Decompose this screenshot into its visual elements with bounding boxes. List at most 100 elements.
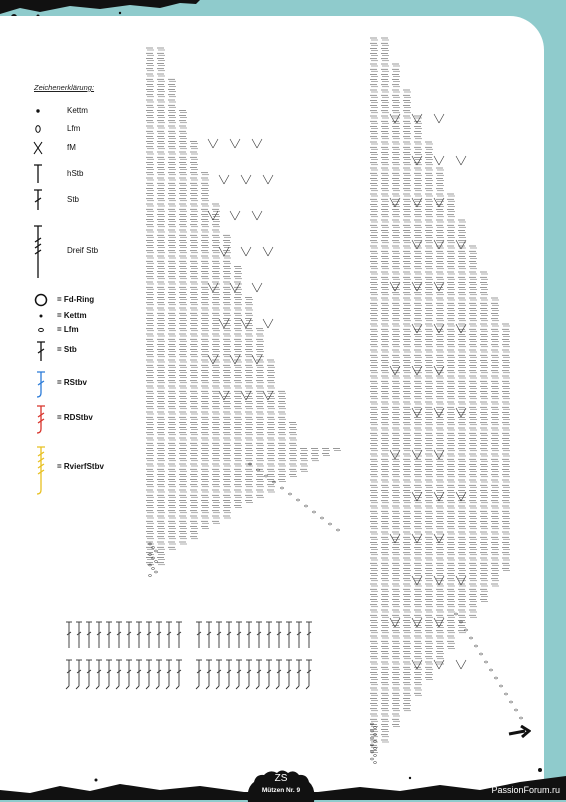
- stitch-mark: [460, 155, 467, 166]
- chain-mark: [288, 492, 292, 496]
- legend2-item-stb: = Stb: [30, 339, 180, 363]
- chain-mark: [304, 504, 308, 508]
- stitch-mark: [218, 246, 225, 257]
- stitch-mark: [156, 669, 162, 674]
- crochet-chart-bottom-rows: [65, 621, 312, 690]
- stitch-mark: [438, 281, 445, 292]
- chain-mark: [272, 480, 276, 484]
- legend-label: = Fd-Ring: [57, 295, 95, 304]
- stitch-mark: [460, 575, 467, 586]
- stitch-mark: [66, 669, 72, 674]
- stitch-mark: [411, 281, 418, 292]
- stitch-mark: [433, 239, 440, 250]
- chain-mark: [454, 612, 458, 616]
- stitch-mark: [433, 659, 440, 670]
- stitch-mark: [235, 685, 240, 690]
- stitch-mark: [416, 659, 423, 670]
- stitch-mark: [455, 491, 462, 502]
- stitch-mark: [411, 407, 418, 418]
- stitch-mark: [286, 669, 292, 674]
- stitch-mark: [96, 669, 102, 674]
- legend2-item-lfm: = Lfm: [30, 322, 180, 338]
- badge-scallop-shape: [247, 770, 315, 802]
- stitch-mark: [229, 138, 236, 149]
- stitch-mark: [389, 617, 396, 628]
- stitch-mark: [223, 174, 230, 185]
- stitch-mark: [125, 685, 130, 690]
- legend-label: = RStbv: [57, 378, 88, 387]
- stitch-mark: [136, 631, 142, 636]
- stitch-mark: [416, 575, 423, 586]
- stitch-mark: [207, 354, 214, 365]
- stitch-mark: [296, 631, 302, 636]
- stitch-mark: [438, 323, 445, 334]
- stitch-mark: [262, 318, 269, 329]
- stitch-mark: [215, 685, 220, 690]
- chain-mark: [489, 668, 493, 672]
- stitch-mark: [240, 318, 247, 329]
- chain-mark: [370, 743, 374, 747]
- legend2-item-rdstbv: = RDStbv: [30, 403, 180, 435]
- stitch-mark: [394, 281, 401, 292]
- oval-icon: [38, 327, 44, 333]
- legend-label: Dreif Stb: [67, 246, 99, 255]
- stitch-mark: [416, 323, 423, 334]
- stitch-mark: [85, 685, 90, 690]
- stitch-mark: [262, 246, 269, 257]
- stitch-mark: [460, 491, 467, 502]
- legend2-item-fd-ring: = Fd-Ring: [30, 292, 180, 308]
- stitch-mark: [411, 659, 418, 670]
- legend-label: = RvierfStbv: [57, 462, 104, 471]
- stitch-mark: [218, 318, 225, 329]
- stitch-mark: [389, 449, 396, 460]
- legend2-item-rstbv: = RStbv: [30, 369, 180, 399]
- chain-mark: [370, 722, 374, 726]
- stitch-mark: [389, 281, 396, 292]
- stitch-mark: [234, 282, 241, 293]
- stitch-mark: [95, 685, 100, 690]
- stitch-mark: [285, 685, 290, 690]
- chain-mark: [504, 692, 508, 696]
- stitch-mark: [411, 533, 418, 544]
- stitch-mark: [438, 491, 445, 502]
- stitch-mark: [165, 685, 170, 690]
- chain-mark: [328, 522, 332, 526]
- stitch-mark: [229, 210, 236, 221]
- chain-mark: [256, 468, 260, 472]
- stitch-mark: [196, 631, 202, 636]
- stitch-mark: [223, 390, 230, 401]
- stitch-mark: [236, 631, 242, 636]
- legend-item-lfm: Lfm: [30, 121, 180, 137]
- crochet-chart-right: [370, 37, 523, 764]
- stitch-mark: [195, 685, 200, 690]
- stitch-mark: [267, 318, 274, 329]
- stitch-mark: [75, 685, 80, 690]
- stitch-mark: [455, 575, 462, 586]
- chain-mark: [499, 684, 503, 688]
- stitch-mark: [216, 669, 222, 674]
- stitch-mark: [295, 685, 300, 690]
- stitch-mark: [416, 155, 423, 166]
- legend-label: fM: [67, 143, 76, 152]
- stitch-mark: [256, 631, 262, 636]
- arrow-right-icon[interactable]: [507, 725, 531, 739]
- stitch-mark: [176, 631, 182, 636]
- legend-item-stb: Stb: [30, 188, 180, 212]
- stitch-mark: [433, 113, 440, 124]
- stitch-mark: [411, 449, 418, 460]
- stitch-mark: [455, 239, 462, 250]
- stitch-mark: [276, 669, 282, 674]
- legend-label: = Kettm: [57, 311, 87, 320]
- stitch-mark: [175, 685, 180, 690]
- stitch-mark: [86, 631, 92, 636]
- chain-mark: [514, 708, 518, 712]
- stitch-mark: [305, 685, 310, 690]
- stitch-mark: [433, 533, 440, 544]
- stitch-mark: [411, 239, 418, 250]
- legend-label: hStb: [67, 169, 84, 178]
- stitch-mark: [411, 197, 418, 208]
- stitch-mark: [212, 282, 219, 293]
- stitch-mark: [106, 669, 112, 674]
- chain-mark: [479, 652, 483, 656]
